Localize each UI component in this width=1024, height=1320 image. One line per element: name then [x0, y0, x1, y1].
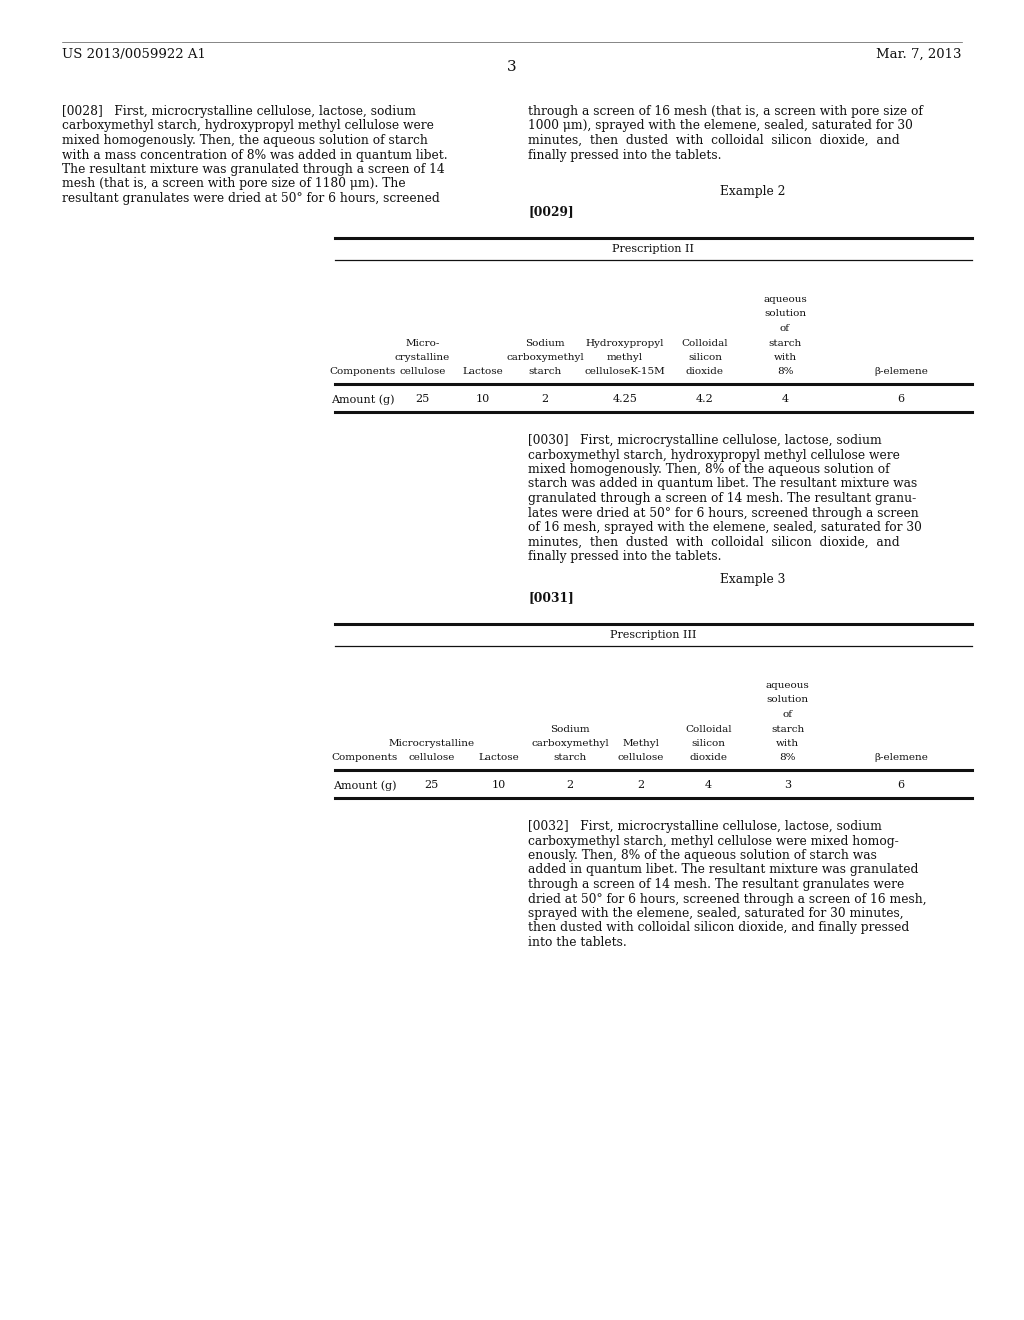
Text: dried at 50° for 6 hours, screened through a screen of 16 mesh,: dried at 50° for 6 hours, screened throu… [528, 892, 927, 906]
Text: 1000 μm), sprayed with the elemene, sealed, saturated for 30: 1000 μm), sprayed with the elemene, seal… [528, 120, 912, 132]
Text: cellulose: cellulose [617, 754, 665, 763]
Text: 25: 25 [416, 393, 430, 404]
Text: methyl: methyl [607, 352, 643, 362]
Text: 6: 6 [897, 393, 904, 404]
Text: Prescription III: Prescription III [610, 630, 696, 639]
Text: then dusted with colloidal silicon dioxide, and finally pressed: then dusted with colloidal silicon dioxi… [528, 921, 909, 935]
Text: carboxymethyl: carboxymethyl [531, 739, 609, 748]
Text: [0030]   First, microcrystalline cellulose, lactose, sodium: [0030] First, microcrystalline cellulose… [528, 434, 882, 447]
Text: 10: 10 [475, 393, 489, 404]
Text: 4.2: 4.2 [696, 393, 714, 404]
Text: 6: 6 [897, 780, 904, 789]
Text: Mar. 7, 2013: Mar. 7, 2013 [877, 48, 962, 61]
Text: Example 2: Example 2 [720, 186, 785, 198]
Text: Lactose: Lactose [478, 754, 519, 763]
Text: finally pressed into the tablets.: finally pressed into the tablets. [528, 550, 722, 564]
Text: US 2013/0059922 A1: US 2013/0059922 A1 [62, 48, 206, 61]
Text: mesh (that is, a screen with pore size of 1180 μm). The: mesh (that is, a screen with pore size o… [62, 177, 406, 190]
Text: Amount (g): Amount (g) [331, 393, 394, 404]
Text: cellulose: cellulose [409, 754, 455, 763]
Text: Prescription II: Prescription II [612, 243, 694, 253]
Text: Methyl: Methyl [623, 739, 659, 748]
Text: Lactose: Lactose [462, 367, 503, 376]
Text: starch: starch [768, 338, 802, 347]
Text: 4: 4 [705, 780, 712, 789]
Text: silicon: silicon [688, 352, 722, 362]
Text: 25: 25 [424, 780, 438, 789]
Text: [0029]: [0029] [528, 205, 573, 218]
Text: Colloidal: Colloidal [685, 725, 732, 734]
Text: through a screen of 16 mesh (that is, a screen with pore size of: through a screen of 16 mesh (that is, a … [528, 106, 923, 117]
Text: [0032]   First, microcrystalline cellulose, lactose, sodium: [0032] First, microcrystalline cellulose… [528, 820, 882, 833]
Text: celluloseK-15M: celluloseK-15M [585, 367, 666, 376]
Text: mixed homogenously. Then, the aqueous solution of starch: mixed homogenously. Then, the aqueous so… [62, 135, 428, 147]
Text: enously. Then, 8% of the aqueous solution of starch was: enously. Then, 8% of the aqueous solutio… [528, 849, 877, 862]
Text: 8%: 8% [779, 754, 796, 763]
Text: of: of [782, 710, 793, 719]
Text: 4.25: 4.25 [612, 393, 637, 404]
Text: Microcrystalline: Microcrystalline [388, 739, 474, 748]
Text: carboxymethyl starch, hydroxypropyl methyl cellulose were: carboxymethyl starch, hydroxypropyl meth… [62, 120, 434, 132]
Text: crystalline: crystalline [395, 352, 451, 362]
Text: 3: 3 [784, 780, 792, 789]
Text: 4: 4 [781, 393, 788, 404]
Text: starch: starch [553, 754, 587, 763]
Text: resultant granulates were dried at 50° for 6 hours, screened: resultant granulates were dried at 50° f… [62, 191, 439, 205]
Text: minutes,  then  dusted  with  colloidal  silicon  dioxide,  and: minutes, then dusted with colloidal sili… [528, 135, 900, 147]
Text: with: with [773, 352, 797, 362]
Text: silicon: silicon [691, 739, 725, 748]
Text: Micro-: Micro- [406, 338, 439, 347]
Text: dioxide: dioxide [686, 367, 724, 376]
Text: mixed homogenously. Then, 8% of the aqueous solution of: mixed homogenously. Then, 8% of the aque… [528, 463, 890, 477]
Text: 8%: 8% [777, 367, 794, 376]
Text: cellulose: cellulose [399, 367, 445, 376]
Text: carboxymethyl: carboxymethyl [506, 352, 584, 362]
Text: [0031]: [0031] [528, 591, 573, 605]
Text: β-elemene: β-elemene [874, 754, 928, 763]
Text: 2: 2 [566, 780, 573, 789]
Text: added in quantum libet. The resultant mixture was granulated: added in quantum libet. The resultant mi… [528, 863, 919, 876]
Text: Example 3: Example 3 [720, 573, 785, 586]
Text: Hydroxypropyl: Hydroxypropyl [586, 338, 665, 347]
Text: dioxide: dioxide [689, 754, 727, 763]
Text: starch: starch [528, 367, 561, 376]
Text: aqueous: aqueous [763, 294, 807, 304]
Text: sprayed with the elemene, sealed, saturated for 30 minutes,: sprayed with the elemene, sealed, satura… [528, 907, 903, 920]
Text: starch was added in quantum libet. The resultant mixture was: starch was added in quantum libet. The r… [528, 478, 918, 491]
Text: Colloidal: Colloidal [682, 338, 728, 347]
Text: with: with [776, 739, 799, 748]
Text: carboxymethyl starch, hydroxypropyl methyl cellulose were: carboxymethyl starch, hydroxypropyl meth… [528, 449, 900, 462]
Text: 3: 3 [507, 59, 517, 74]
Text: through a screen of 14 mesh. The resultant granulates were: through a screen of 14 mesh. The resulta… [528, 878, 904, 891]
Text: [0028]   First, microcrystalline cellulose, lactose, sodium: [0028] First, microcrystalline cellulose… [62, 106, 416, 117]
Text: The resultant mixture was granulated through a screen of 14: The resultant mixture was granulated thr… [62, 162, 444, 176]
Text: Amount (g): Amount (g) [333, 780, 396, 791]
Text: solution: solution [764, 309, 806, 318]
Text: 2: 2 [637, 780, 644, 789]
Text: granulated through a screen of 14 mesh. The resultant granu-: granulated through a screen of 14 mesh. … [528, 492, 916, 506]
Text: Components: Components [330, 367, 395, 376]
Text: 10: 10 [492, 780, 506, 789]
Text: finally pressed into the tablets.: finally pressed into the tablets. [528, 149, 722, 161]
Text: of: of [780, 323, 790, 333]
Text: minutes,  then  dusted  with  colloidal  silicon  dioxide,  and: minutes, then dusted with colloidal sili… [528, 536, 900, 549]
Text: solution: solution [766, 696, 809, 705]
Text: Sodium: Sodium [550, 725, 590, 734]
Text: lates were dried at 50° for 6 hours, screened through a screen: lates were dried at 50° for 6 hours, scr… [528, 507, 919, 520]
Text: with a mass concentration of 8% was added in quantum libet.: with a mass concentration of 8% was adde… [62, 149, 447, 161]
Text: of 16 mesh, sprayed with the elemene, sealed, saturated for 30: of 16 mesh, sprayed with the elemene, se… [528, 521, 922, 535]
Text: carboxymethyl starch, methyl cellulose were mixed homog-: carboxymethyl starch, methyl cellulose w… [528, 834, 899, 847]
Text: Sodium: Sodium [525, 338, 565, 347]
Text: Components: Components [332, 754, 398, 763]
Text: aqueous: aqueous [766, 681, 809, 690]
Text: into the tablets.: into the tablets. [528, 936, 627, 949]
Text: starch: starch [771, 725, 804, 734]
Text: β-elemene: β-elemene [874, 367, 928, 376]
Text: 2: 2 [542, 393, 549, 404]
